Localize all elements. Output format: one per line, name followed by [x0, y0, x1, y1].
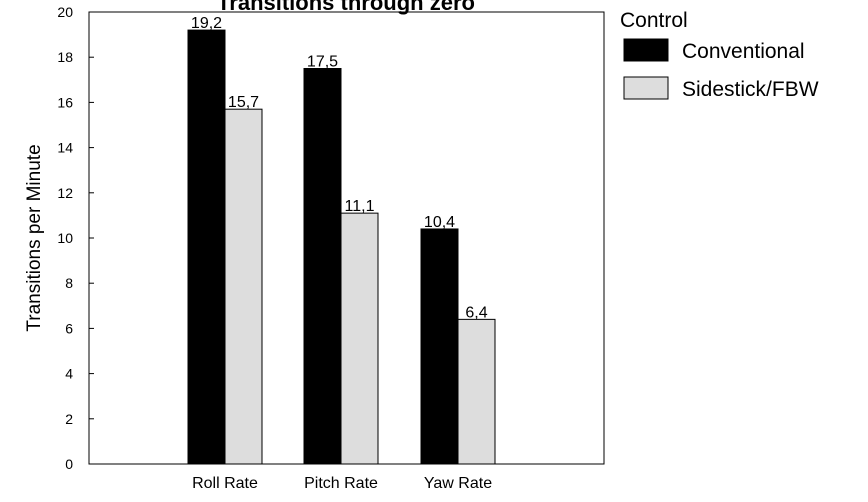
y-tick-label: 18: [57, 49, 73, 65]
bar-sidestick-fbw-yaw-rate: [457, 318, 496, 465]
legend-title: Control: [620, 9, 688, 32]
legend-label: Sidestick/FBW: [682, 78, 819, 101]
bar-sidestick-fbw-pitch-rate: [340, 212, 379, 465]
y-tick-label: 4: [65, 366, 73, 382]
x-axis: Roll Rate Pitch Rate Yaw Rate: [192, 475, 492, 492]
bar-sidestick-fbw-roll-rate: [224, 108, 263, 465]
y-tick-label: 6: [65, 320, 73, 336]
legend: Control Conventional Sidestick/FBW: [620, 9, 819, 101]
y-tick-label: 12: [57, 185, 73, 201]
legend-label: Conventional: [682, 40, 805, 63]
y-axis: 0 2 4 6 8 10 12 14 16 18 20: [57, 4, 94, 472]
y-tick-label: 10: [57, 230, 73, 246]
bar-conventional-pitch-rate: [303, 68, 342, 465]
legend-swatch: [623, 76, 669, 100]
bar-conventional-roll-rate: [187, 29, 226, 465]
bar-value-label: 15,7: [228, 94, 259, 111]
y-tick-label: 14: [57, 140, 73, 156]
y-axis-title: Transitions per Minute: [24, 144, 45, 331]
bar-value-label: 19,2: [191, 15, 222, 32]
x-category-label: Pitch Rate: [304, 475, 378, 492]
bar-conventional-yaw-rate: [420, 228, 459, 465]
y-tick-label: 8: [65, 275, 73, 291]
x-category-label: Yaw Rate: [424, 475, 492, 492]
y-tick-label: 0: [65, 456, 73, 472]
bar-value-label: 6,4: [465, 304, 487, 321]
y-tick-label: 20: [57, 4, 73, 20]
bar-value-label: 10,4: [424, 214, 455, 231]
x-category-label: Roll Rate: [192, 475, 258, 492]
y-tick-label: 2: [65, 411, 73, 427]
bar-value-label: 17,5: [307, 54, 338, 71]
bars: 19,2 15,7 17,5 11,1 10,4 6,4: [187, 15, 496, 465]
y-tick-label: 16: [57, 94, 73, 110]
chart-title: Transitions through zero: [217, 0, 475, 15]
legend-swatch: [623, 38, 669, 62]
bar-value-label: 11,1: [345, 198, 375, 215]
